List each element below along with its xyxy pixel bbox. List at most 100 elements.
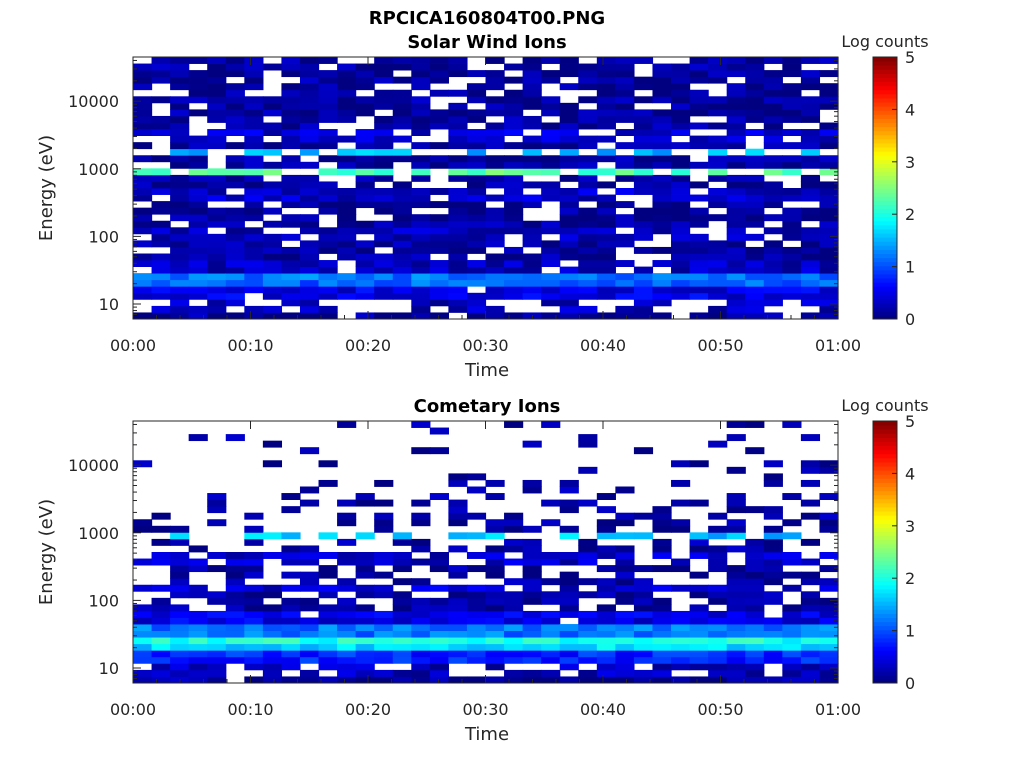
spectrogram-cell [763, 109, 783, 117]
spectrogram-cell [726, 214, 746, 222]
spectrogram-cell [782, 115, 802, 123]
spectrogram-cell [429, 624, 449, 631]
spectrogram-cell [318, 610, 338, 618]
spectrogram-cell [355, 155, 375, 163]
spectrogram-cell [763, 473, 783, 481]
spectrogram-cell [763, 129, 783, 136]
spectrogram-cell [466, 89, 487, 97]
spectrogram-cell [504, 76, 524, 84]
spectrogram-cell [596, 604, 616, 612]
spectrogram-cell [355, 188, 375, 195]
spectrogram-cell [392, 194, 412, 202]
spectrogram-cell [262, 279, 283, 287]
spectrogram-cell [782, 604, 802, 612]
spectrogram-cell [671, 89, 691, 97]
spectrogram-cell [151, 155, 171, 163]
spectrogram-cell [745, 299, 765, 307]
spectrogram-cell [188, 96, 208, 104]
spectrogram-cell [726, 617, 746, 625]
spectrogram-cell [689, 617, 709, 625]
colorbar-segment [873, 650, 897, 655]
spectrogram-cell [541, 578, 561, 586]
spectrogram-cell [763, 312, 783, 320]
spectrogram-cell [170, 610, 190, 618]
spectrogram-cell [225, 194, 245, 202]
spectrogram-cell [225, 83, 245, 91]
spectrogram-cell [466, 292, 487, 300]
spectrogram-cell [466, 168, 487, 176]
spectrogram-cell [652, 194, 672, 202]
spectrogram-cell [374, 76, 394, 84]
spectrogram-cell [578, 545, 598, 553]
spectrogram-cell [633, 656, 654, 664]
spectrogram-cell [708, 148, 728, 156]
spectrogram-cell [485, 57, 505, 64]
spectrogram-cell [151, 643, 171, 651]
spectrogram-cell [504, 525, 524, 533]
spectrogram-cell [133, 115, 153, 123]
spectrogram-cell [615, 552, 635, 559]
spectrogram-cell [188, 266, 208, 274]
spectrogram-cell [429, 604, 449, 612]
spectrogram-cell [170, 155, 190, 163]
spectrogram-cell [133, 155, 153, 163]
spectrogram-cell [411, 227, 431, 235]
spectrogram-cell [281, 266, 301, 274]
spectrogram-cell [299, 194, 320, 202]
spectrogram-cell [596, 207, 616, 215]
colorbar-segment [873, 302, 897, 308]
spectrogram-cell [392, 246, 412, 254]
spectrogram-cell [504, 214, 524, 222]
spectrogram-cell [170, 604, 190, 612]
spectrogram-cell [708, 650, 728, 658]
spectrogram-cell [504, 286, 524, 294]
spectrogram-cell [392, 260, 412, 267]
spectrogram-cell [800, 181, 821, 189]
spectrogram-cell [225, 63, 245, 71]
spectrogram-cell [485, 637, 505, 645]
spectrogram-cell [262, 663, 283, 671]
colorbar-segment [873, 539, 897, 545]
spectrogram-cell [633, 643, 654, 651]
spectrogram-cell [689, 532, 709, 540]
spectrogram-cell [299, 630, 320, 638]
spectrogram-cell [411, 643, 431, 651]
spectrogram-cell [170, 129, 190, 136]
colorbar-segment [873, 273, 897, 279]
spectrogram-cell [541, 637, 561, 645]
spectrogram-cell [170, 305, 190, 313]
spectrogram-cell [466, 142, 487, 150]
spectrogram-cell [504, 102, 524, 110]
spectrogram-cell [318, 624, 338, 631]
spectrogram-cell [671, 266, 691, 274]
spectrogram-cell [708, 292, 728, 300]
spectrogram-cell [133, 240, 153, 248]
spectrogram-cell [633, 266, 654, 274]
spectrogram-cell [299, 201, 320, 209]
spectrogram-cell [337, 669, 357, 677]
spectrogram-cell [504, 174, 524, 182]
spectrogram-cell [188, 617, 208, 625]
colorbar-tick-label: 2 [905, 569, 915, 588]
spectrogram-cell [466, 260, 487, 267]
spectrogram-cell [448, 168, 468, 176]
spectrogram-cell [188, 109, 208, 117]
spectrogram-cell [392, 538, 412, 546]
spectrogram-cell [151, 57, 171, 64]
spectrogram-cell [578, 155, 598, 163]
spectrogram-cell [800, 240, 821, 248]
spectrogram-cell [819, 122, 839, 130]
spectrogram-cell [522, 181, 542, 189]
spectrogram-cell [318, 292, 338, 300]
spectrogram-cell [244, 266, 264, 274]
spectrogram-cell [708, 617, 728, 625]
spectrogram-cell [411, 129, 431, 136]
spectrogram-cell [708, 584, 728, 592]
spectrogram-cell [485, 565, 505, 573]
spectrogram-cell [225, 122, 245, 130]
spectrogram-cell [318, 630, 338, 638]
spectrogram-cell [188, 669, 208, 677]
spectrogram-cell [262, 286, 283, 294]
spectrogram-cell [633, 305, 654, 313]
spectrogram-cell [244, 617, 264, 625]
